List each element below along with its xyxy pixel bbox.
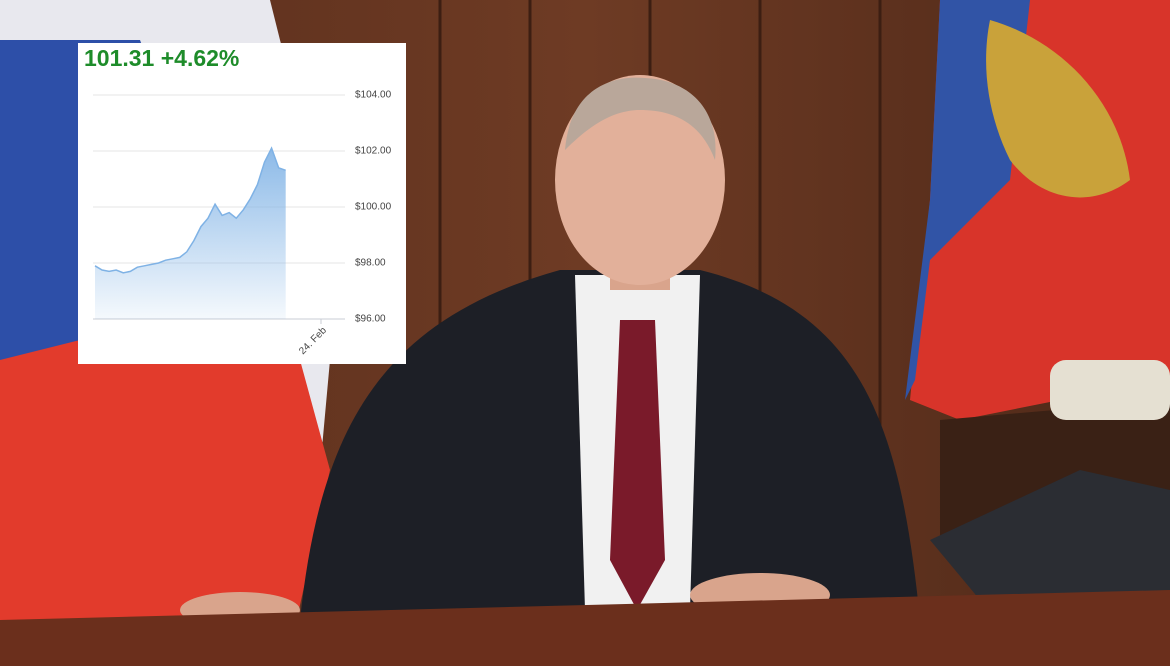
y-tick-label: $96.00: [355, 314, 386, 325]
chart-inset: 101.31 +4.62% $96.00 $98.00 $100.00 $102.00…: [78, 43, 406, 364]
chart-title: 101.31 +4.62%: [84, 45, 239, 71]
y-tick-label: $100.00: [355, 202, 392, 213]
screenshot: 101.31 +4.62% $96.00 $98.00 $100.00 $102.00…: [0, 0, 1170, 666]
flag-right: [905, 0, 1170, 420]
y-tick-label: $104.00: [355, 90, 392, 101]
y-tick-label: $102.00: [355, 146, 392, 157]
y-tick-label: $98.00: [355, 258, 386, 269]
